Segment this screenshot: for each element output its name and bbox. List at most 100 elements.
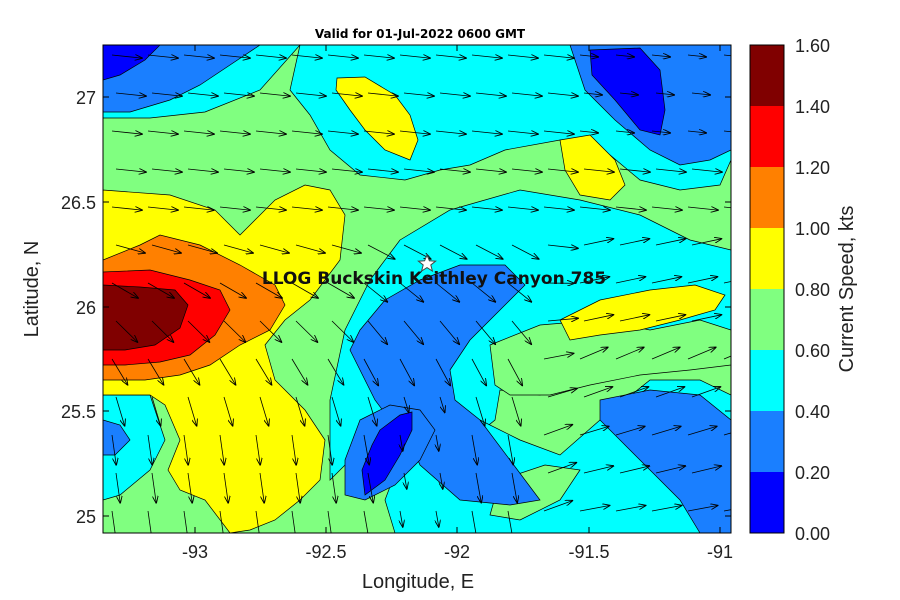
current-vector-arrow (331, 169, 362, 172)
current-vector-arrow (327, 510, 332, 533)
current-vector-arrow (439, 396, 445, 412)
current-vector-arrow (223, 169, 254, 172)
current-vector-arrow (295, 169, 326, 172)
current-vector-arrow (255, 358, 272, 385)
contour-band-0.00-0.20 (589, 47, 666, 136)
current-vector-arrow (619, 169, 650, 172)
y-tick-label: 25 (76, 507, 96, 527)
current-vector-arrow (403, 320, 423, 344)
current-vector-arrow (511, 472, 517, 503)
current-vector-arrow (579, 347, 608, 360)
current-vector-arrow (219, 358, 236, 385)
current-vector-arrow (651, 207, 682, 210)
current-vector-arrow (475, 472, 481, 503)
current-vector-arrow (255, 207, 286, 210)
current-vector-arrow (619, 93, 638, 95)
current-vector-arrow (183, 358, 200, 385)
current-vector-arrow (111, 358, 128, 385)
contour-band-0.00-0.20 (103, 45, 161, 81)
current-vector-arrow (507, 207, 538, 210)
current-vector-arrow (331, 320, 353, 342)
colorbar-tick-label: 0.20 (795, 463, 830, 483)
current-vector-arrow (471, 131, 502, 134)
current-vector-arrow (615, 131, 634, 133)
current-vector-arrow (435, 131, 466, 134)
current-vector-arrow (655, 93, 674, 95)
current-vector-arrow (367, 320, 387, 344)
current-vector-arrow (295, 93, 326, 96)
current-vector-arrow (327, 55, 358, 58)
current-vector-arrow (691, 169, 722, 172)
current-vector-arrow (223, 472, 228, 503)
current-vector-arrow (615, 207, 646, 210)
current-vector-arrow (223, 244, 253, 253)
x-axis: -93 -92.5 -92 -91.5 -91 (182, 45, 733, 562)
current-vector-arrow (655, 387, 684, 398)
current-vector-arrow (691, 239, 721, 246)
current-vector-arrow (691, 387, 720, 398)
colorbar-tick-label: 1.60 (795, 36, 830, 56)
current-vector-arrow (404, 472, 407, 489)
current-vector-arrow (219, 131, 250, 134)
current-vector-arrow (255, 131, 286, 134)
current-vector-arrow (147, 358, 164, 385)
current-vector-arrow (439, 320, 459, 344)
current-vector-arrow (147, 434, 152, 465)
colorbar-tick-label: 0.80 (795, 280, 830, 300)
current-vector-arrow (723, 206, 731, 209)
current-vector-arrow (115, 396, 125, 426)
current-vector-arrow (583, 387, 612, 398)
current-vector-arrow (363, 131, 394, 134)
current-vector-arrow (723, 432, 731, 436)
current-vector-arrow (507, 55, 538, 58)
current-vector-arrow (615, 506, 646, 512)
current-vector-arrow (291, 131, 322, 134)
current-vector-arrow (400, 434, 403, 451)
current-vector-arrow (583, 169, 614, 172)
current-vector-arrow (291, 282, 318, 298)
current-vector-arrow (655, 466, 685, 474)
current-vector-arrow (687, 55, 706, 57)
contour-band-0.20-0.40 (599, 389, 731, 533)
current-vector-arrow (436, 434, 439, 451)
colorbar-segment (750, 350, 784, 411)
current-vector-arrow (255, 434, 260, 465)
y-axis-label: Latitude, N (21, 241, 43, 338)
current-vector-arrow (115, 169, 146, 172)
current-vector-arrow (435, 207, 466, 210)
current-vector-arrow (363, 282, 387, 302)
plot-frame (102, 44, 732, 534)
current-vector-arrow (295, 472, 300, 503)
current-vector-arrow (291, 207, 322, 210)
current-vector-arrow (687, 347, 716, 360)
current-vector-arrow (691, 93, 710, 95)
current-vector-arrow (435, 282, 459, 302)
current-vector-arrow (579, 55, 598, 57)
current-vector-arrow (511, 396, 521, 426)
current-vector-arrow (619, 387, 648, 398)
current-vector-arrow (687, 207, 718, 210)
y-tick-label: 25.5 (61, 402, 96, 422)
current-vector-arrow (259, 472, 264, 503)
current-vector-arrow (147, 282, 174, 298)
current-vector-arrow (619, 315, 649, 322)
current-vector-arrow (435, 55, 466, 58)
current-vector-arrow (187, 93, 218, 96)
current-vector-arrow (543, 353, 574, 360)
current-vector-arrow (655, 315, 685, 322)
current-vector-arrow (183, 282, 210, 298)
colorbar-segment (750, 472, 784, 533)
current-vector-arrow (363, 207, 394, 210)
colorbar-segment (750, 228, 784, 289)
current-vector-arrow (363, 510, 369, 533)
x-axis-label: Longitude, E (362, 571, 474, 593)
current-vector-arrow (331, 244, 361, 253)
current-vector-arrow (547, 389, 577, 398)
current-vector-arrow (259, 320, 281, 342)
current-vector-arrow (367, 396, 377, 426)
current-vector-arrow (259, 93, 290, 96)
current-vector-arrow (399, 282, 423, 302)
current-vector-arrow (399, 55, 430, 58)
current-vector-arrow (187, 472, 192, 503)
